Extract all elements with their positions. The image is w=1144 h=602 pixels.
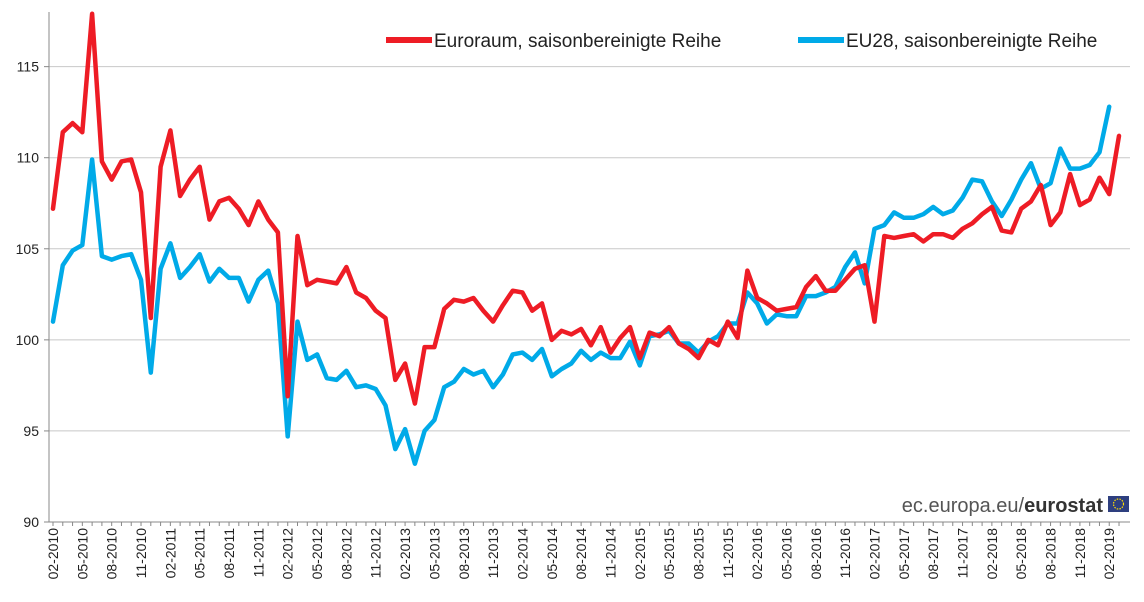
y-tick-label: 100: [16, 332, 40, 348]
x-tick-label: 08-2014: [573, 528, 589, 580]
x-tick-label: 11-2014: [602, 528, 618, 579]
x-tick-label: 08-2012: [338, 528, 354, 580]
x-tick-label: 02-2019: [1101, 528, 1117, 580]
x-tick-label: 11-2015: [720, 528, 736, 579]
x-tick-label: 11-2010: [133, 528, 149, 579]
x-tick-label: 08-2016: [808, 528, 824, 580]
x-tick-label: 08-2018: [1043, 528, 1059, 580]
series-line-euroraum: [50, 11, 1122, 406]
x-tick-label: 11-2011: [250, 528, 266, 578]
x-tick-label: 02-2015: [632, 528, 648, 580]
eurostat-logo: ec.europa.eu/eurostat: [902, 495, 1129, 517]
y-tick-label: 105: [16, 241, 40, 257]
x-tick-label: 02-2014: [514, 528, 530, 580]
y-tick-label: 95: [23, 423, 39, 439]
x-tick-label: 08-2015: [690, 528, 706, 580]
y-tick-label: 115: [17, 59, 40, 75]
x-tick-label: 11-2013: [485, 528, 501, 579]
x-tick-label: 02-2016: [749, 528, 765, 580]
legend-label-eu28: EU28, saisonbereinigte Reihe: [846, 31, 1097, 52]
brand-name: eurostat: [1024, 495, 1103, 517]
x-tick-label: 02-2010: [45, 528, 61, 580]
eu-flag-icon: [1108, 496, 1129, 512]
x-tick-label: 11-2018: [1072, 528, 1088, 579]
y-axis-ticks: 90 95 100 105 110 115: [16, 59, 49, 530]
series-lines: [50, 11, 1122, 466]
y-tick-label: 90: [23, 514, 39, 530]
x-tick-label: 08-2017: [925, 528, 941, 580]
y-tick-label: 110: [17, 150, 40, 166]
x-tick-label: 08-2010: [104, 528, 120, 580]
x-tick-label: 02-2017: [867, 528, 883, 580]
x-tick-label: 02-2012: [280, 528, 296, 580]
x-tick-label: 11-2017: [955, 528, 971, 579]
legend: Euroraum, saisonbereinigte Reihe EU28, s…: [386, 31, 1097, 52]
x-tick-label: 05-2015: [661, 528, 677, 580]
x-tick-label: 05-2017: [896, 528, 912, 580]
x-tick-label: 11-2012: [368, 528, 384, 579]
x-tick-label: 08-2013: [456, 528, 472, 580]
x-tick-label: 05-2013: [426, 528, 442, 580]
x-axis-ticks: 02-2010 05-2010 08-2010 11-2010 02-2011 05-20…: [45, 522, 1120, 580]
x-tick-label: 02-2013: [397, 528, 413, 580]
x-tick-label: 05-2018: [1013, 528, 1029, 580]
x-tick-label: 08-2011: [221, 528, 237, 579]
x-tick-label: 05-2014: [544, 528, 560, 580]
legend-label-euroraum: Euroraum, saisonbereinigte Reihe: [434, 31, 721, 52]
series-line-eu28: [50, 104, 1112, 466]
x-tick-label: 02-2018: [984, 528, 1000, 580]
x-tick-label: 05-2012: [309, 528, 325, 580]
x-tick-label: 05-2016: [779, 528, 795, 580]
gridlines: [49, 66, 1130, 432]
eu-flag-stars-icon: [1112, 498, 1125, 510]
svg-text:ec.europa.eu/eurostat: ec.europa.eu/eurostat: [902, 495, 1104, 517]
brand-prefix: ec.europa.eu/: [902, 495, 1025, 517]
x-tick-label: 05-2010: [74, 528, 90, 580]
x-tick-label: 11-2016: [837, 528, 853, 579]
x-tick-label: 05-2011: [192, 528, 208, 579]
x-tick-label: 02-2011: [162, 528, 178, 579]
